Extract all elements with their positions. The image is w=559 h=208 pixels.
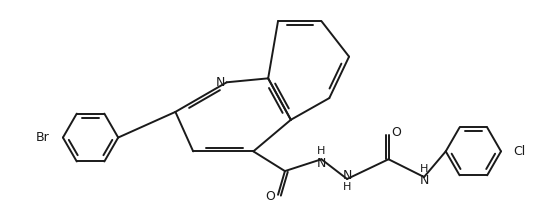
- Text: N: N: [419, 175, 429, 187]
- Text: H: H: [318, 146, 326, 156]
- Text: N: N: [317, 157, 326, 170]
- Text: N: N: [216, 76, 225, 89]
- Text: N: N: [343, 168, 352, 182]
- Text: Br: Br: [35, 131, 49, 144]
- Text: O: O: [391, 126, 401, 139]
- Text: H: H: [343, 182, 351, 192]
- Text: H: H: [420, 164, 428, 174]
- Text: O: O: [265, 190, 275, 203]
- Text: Cl: Cl: [513, 145, 525, 158]
